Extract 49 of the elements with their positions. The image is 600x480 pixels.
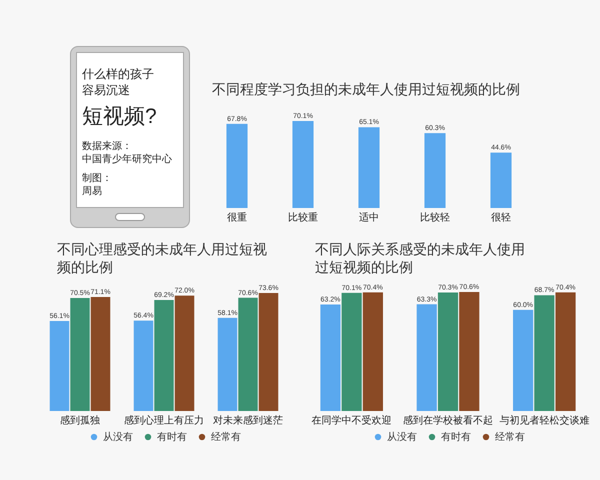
- text: 什么样的孩子容易沉迷: [82, 66, 155, 98]
- bar: [90, 297, 110, 411]
- bar: [238, 298, 258, 411]
- bar: [438, 292, 458, 411]
- legend-label: 从没有: [387, 431, 417, 443]
- bar: [134, 320, 154, 411]
- legend-label: 经常有: [495, 431, 525, 443]
- x-tick-label: 很重: [227, 212, 247, 224]
- bar: [513, 310, 534, 411]
- chart-title: 不同人际关系感受的未成年人使用过短视频的比例: [315, 240, 526, 276]
- bar: [342, 292, 362, 411]
- bar: [534, 295, 554, 411]
- bar: [416, 304, 437, 411]
- chart-title: 不同程度学习负担的未成年人使用过短视频的比例: [212, 80, 521, 98]
- x-tick-label: 比较重: [288, 212, 318, 224]
- text: 短视频?: [82, 104, 158, 130]
- bar: [424, 133, 446, 208]
- x-tick-label: 感到孤独: [60, 414, 100, 426]
- text: 周易: [82, 185, 103, 198]
- legend-label: 有时有: [157, 431, 187, 443]
- bar: [174, 296, 194, 411]
- bar: [555, 292, 576, 411]
- bar: [70, 298, 90, 411]
- text: 制图：: [82, 172, 113, 185]
- x-tick-label: 很轻: [491, 212, 511, 224]
- bar: [320, 304, 341, 411]
- bar: [50, 321, 70, 411]
- bar: [459, 292, 480, 411]
- x-tick-label: 与初见者轻松交谈难: [499, 414, 590, 426]
- x-tick-label: 感到心理上有压力: [124, 414, 204, 426]
- x-tick-label: 对未来感到迷茫: [213, 414, 283, 426]
- x-tick-label: 在同学中不受欢迎: [312, 414, 392, 426]
- bar: [258, 293, 278, 411]
- x-tick-label: 感到在学校被看不起: [403, 414, 493, 426]
- chart-title: 不同心理感受的未成年人用过短视频的比例: [57, 240, 268, 276]
- legend-label: 有时有: [441, 431, 471, 443]
- bar: [292, 121, 314, 208]
- bar: [362, 292, 383, 411]
- bar: [358, 127, 380, 208]
- source-note: 数据来源：: [82, 140, 133, 153]
- text: 中国青少年研究中心: [82, 153, 173, 166]
- bar: [490, 152, 512, 208]
- x-tick-label: 比较轻: [420, 212, 450, 224]
- legend-label: 经常有: [211, 431, 241, 443]
- bar: [226, 124, 248, 208]
- x-tick-label: 适中: [359, 212, 379, 224]
- bar: [218, 318, 238, 411]
- bar: [154, 300, 174, 411]
- legend-label: 从没有: [103, 431, 133, 443]
